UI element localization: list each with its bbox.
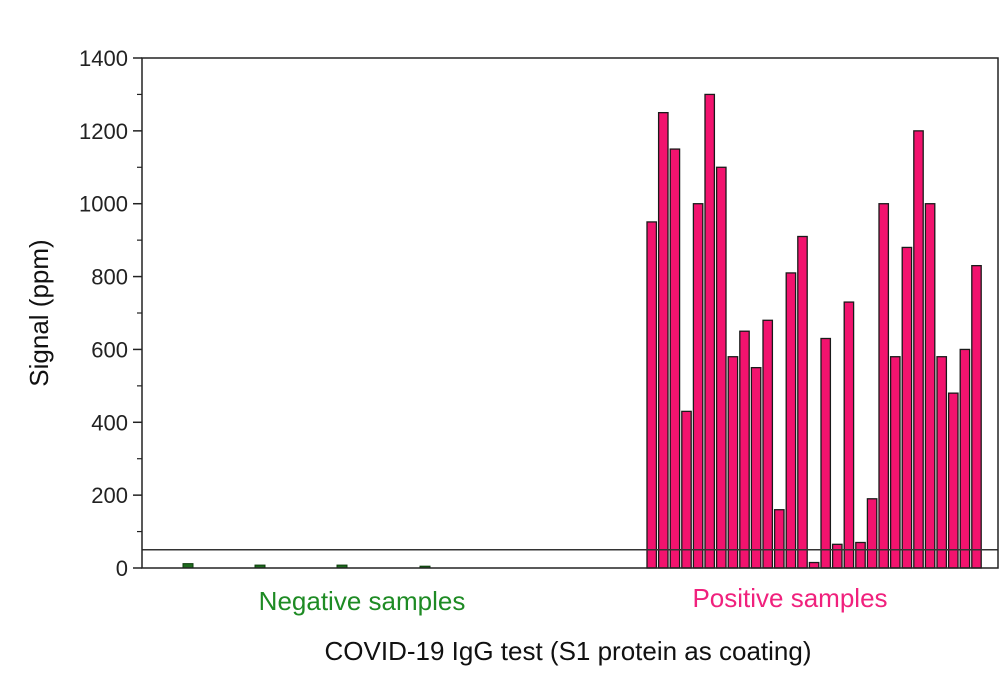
group-label-positive: Positive samples (692, 583, 887, 613)
bar-positive-sample (669, 148, 681, 569)
axis-ticks (133, 57, 142, 569)
y-axis-title: Signal (ppm) (24, 239, 54, 386)
bar-positive-sample (657, 111, 669, 569)
bar-positive-sample (715, 166, 727, 569)
bar-positive-sample (750, 366, 762, 569)
group-label-negative: Negative samples (259, 586, 466, 616)
bar-positive-sample (971, 264, 982, 569)
y-tick-label: 1000 (79, 192, 128, 217)
y-tick-label: 1400 (79, 46, 128, 71)
bar-positive-sample (889, 356, 901, 569)
y-tick-label: 400 (91, 410, 128, 435)
bar-positive-sample (959, 348, 971, 569)
bar-positive-sample (901, 246, 913, 569)
bar-positive-sample (773, 509, 785, 569)
bar-positive-sample (947, 392, 959, 569)
x-axis-title: COVID-19 IgG test (S1 protein as coating… (325, 636, 812, 666)
bar-positive-sample (681, 410, 692, 569)
plot-frame (141, 57, 999, 569)
bar-positive-sample (797, 235, 808, 569)
bar-positive-sample (878, 203, 890, 569)
bar-positive-sample (704, 93, 716, 569)
y-tick-label: 1200 (79, 119, 128, 144)
y-tick-label: 600 (91, 337, 128, 362)
y-tick-label: 0 (116, 556, 128, 581)
y-tick-labels: 0 200 400 600 800 1000 1200 1400 (79, 46, 128, 581)
bar-positive-sample (808, 561, 820, 569)
bar-positive-sample (692, 203, 704, 569)
bar-positive-sample (831, 543, 843, 569)
bar-positive-sample (739, 330, 750, 569)
bar-positive-sample (820, 337, 832, 569)
bar-positive-sample (855, 541, 866, 569)
bar-positive-sample (866, 498, 878, 569)
bar-positive-sample (924, 203, 936, 569)
bar-positive-sample (936, 356, 948, 569)
bar-positive-sample (785, 272, 797, 569)
bar-positive-sample (646, 221, 658, 569)
bar-positive-sample (913, 130, 924, 569)
bars (182, 93, 982, 569)
y-tick-label: 200 (91, 483, 128, 508)
bar-positive-sample (843, 301, 855, 569)
bar-positive-sample (727, 356, 739, 569)
bar-positive-sample (762, 319, 774, 569)
y-tick-label: 800 (91, 265, 128, 290)
